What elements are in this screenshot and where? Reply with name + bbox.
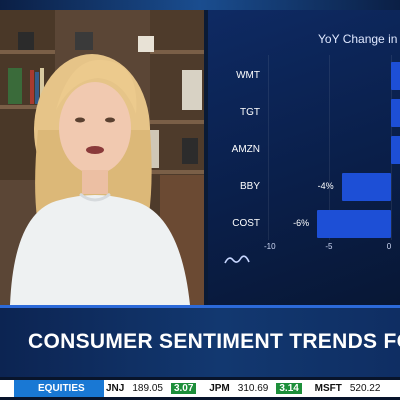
- ticker-price: 310.69: [237, 383, 269, 394]
- ticker-price: 520.22: [349, 383, 381, 394]
- wave-logo-icon: [224, 255, 250, 264]
- data-bar: [390, 136, 400, 164]
- ticker-item: JPM 310.69 3.14: [209, 380, 302, 397]
- ticker-change: 3.07: [170, 383, 197, 394]
- category-label: WMT: [236, 70, 260, 81]
- ticker-items: JNJ 189.05 3.07 JPM 310.69 3.14 MSFT 520.22: [106, 380, 398, 397]
- ticker-price: 189.05: [132, 383, 163, 394]
- chart-gridline: [329, 55, 331, 240]
- category-label: AMZN: [231, 144, 260, 155]
- banner-accent-line: [0, 305, 400, 308]
- ticker-item: MSFT 520.22: [315, 380, 389, 397]
- data-bar: [390, 99, 400, 127]
- ticker-category-tag: EQUITIES: [14, 380, 104, 397]
- category-label: TGT: [240, 107, 260, 118]
- presenter-video-image: [0, 10, 204, 305]
- chart-panel: YoY Change in -10 -5 0 WMT TGT AMZN BBY -4% COST…: [208, 10, 400, 305]
- x-tick-label: -5: [325, 242, 333, 251]
- ticker-symbol: JPM: [209, 383, 230, 394]
- bar-data-label: -6%: [293, 218, 310, 228]
- chart-title: YoY Change in: [318, 32, 398, 46]
- x-tick-label: 0: [386, 242, 392, 251]
- data-bar: [390, 62, 400, 90]
- chart-gridline: [268, 55, 269, 240]
- network-logo: [224, 253, 250, 271]
- x-tick-label: -10: [264, 242, 276, 251]
- data-bar: [341, 173, 391, 201]
- data-bar: [317, 210, 391, 238]
- lower-third-banner: CONSUMER SENTIMENT TRENDS FO: [0, 305, 400, 377]
- category-label: BBY: [239, 181, 260, 192]
- ticker-change: 3.14: [276, 383, 302, 394]
- panel-divider: [204, 10, 208, 305]
- headline: CONSUMER SENTIMENT TRENDS FO: [28, 330, 400, 353]
- video-feed: [0, 10, 204, 305]
- category-label: COST: [232, 218, 260, 229]
- ticker-strip: EQUITIES JNJ 189.05 3.07 JPM 310.69 3.14 MSF…: [0, 380, 400, 397]
- ticker-symbol: MSFT: [314, 383, 342, 394]
- top-accent-bar: [0, 0, 400, 10]
- stock-ticker: EQUITIES JNJ 189.05 3.07 JPM 310.69 3.14 MSF…: [0, 377, 400, 400]
- ticker-item: JNJ 189.05 3.07: [106, 380, 197, 397]
- ticker-symbol: JNJ: [106, 383, 125, 394]
- bar-data-label: -4%: [317, 181, 334, 191]
